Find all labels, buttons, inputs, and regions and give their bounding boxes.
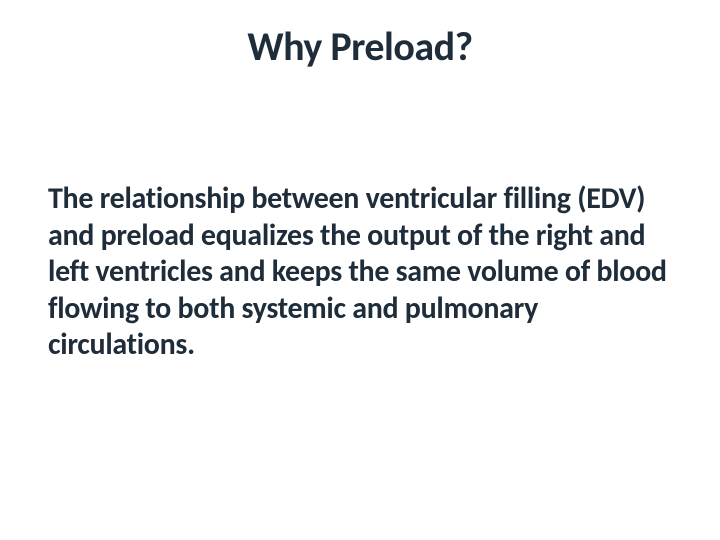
slide: Why Preload? The relationship between ve… bbox=[0, 0, 720, 540]
slide-title: Why Preload? bbox=[48, 22, 672, 71]
slide-body-text: The relationship between ventricular fil… bbox=[48, 181, 672, 364]
